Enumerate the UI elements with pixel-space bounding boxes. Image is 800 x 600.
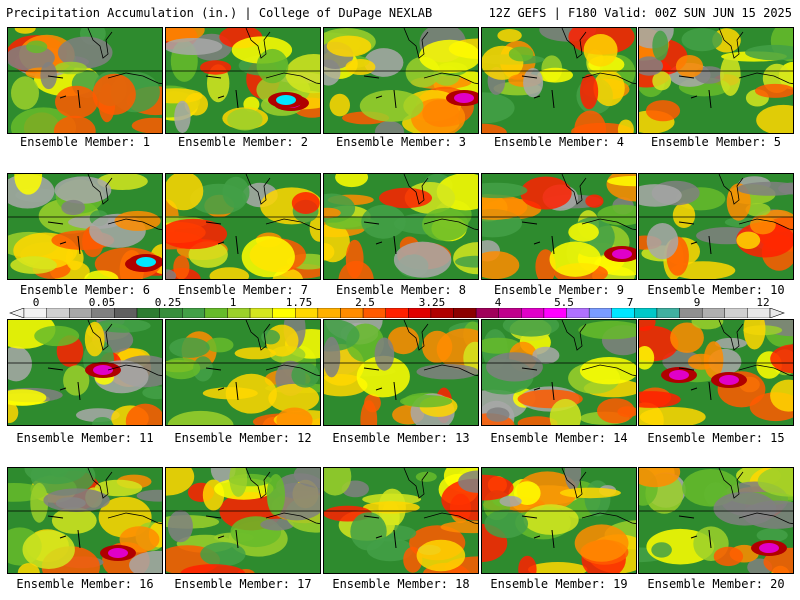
precipitation-colorbar: 0 0.05 0.25 1 1.75 2.5 3.25 4 5.5 7 9 12 bbox=[0, 296, 800, 320]
ensemble-member-9-map bbox=[481, 173, 637, 280]
ensemble-member-label: Ensemble Member: 4 bbox=[493, 135, 625, 149]
model-valid-time: 12Z GEFS | F180 Valid: 00Z SUN JUN 15 20… bbox=[488, 6, 792, 20]
colorbar-swatches bbox=[9, 308, 785, 318]
colorbar-tick-label: 7 bbox=[626, 296, 634, 309]
ensemble-member-label: Ensemble Member: 13 bbox=[332, 431, 470, 445]
ensemble-member-label: Ensemble Member: 20 bbox=[647, 577, 785, 591]
colorbar-tick-label: 1 bbox=[229, 296, 237, 309]
ensemble-member-label: Ensemble Member: 1 bbox=[19, 135, 151, 149]
colorbar-tick-label: 1.75 bbox=[285, 296, 313, 309]
ensemble-member-14-map bbox=[481, 319, 637, 426]
ensemble-member-label: Ensemble Member: 9 bbox=[493, 283, 625, 297]
ensemble-member-label: Ensemble Member: 10 bbox=[647, 283, 785, 297]
ensemble-member-1-map bbox=[7, 27, 163, 134]
ensemble-member-label: Ensemble Member: 2 bbox=[177, 135, 309, 149]
ensemble-member-label: Ensemble Member: 5 bbox=[650, 135, 782, 149]
ensemble-member-label: Ensemble Member: 18 bbox=[332, 577, 470, 591]
ensemble-member-11-map bbox=[7, 319, 163, 426]
colorbar-tick-label: 3.25 bbox=[418, 296, 446, 309]
ensemble-member-label: Ensemble Member: 16 bbox=[16, 577, 154, 591]
ensemble-member-10-map bbox=[638, 173, 794, 280]
ensemble-member-label: Ensemble Member: 11 bbox=[16, 431, 154, 445]
colorbar-tick-label: 5.5 bbox=[554, 296, 574, 309]
colorbar-tick-label: 0 bbox=[32, 296, 40, 309]
ensemble-member-17-map bbox=[165, 467, 321, 574]
colorbar-tick-label: 4 bbox=[494, 296, 502, 309]
ensemble-member-15-map bbox=[638, 319, 794, 426]
colorbar-tick-label: 0.05 bbox=[88, 296, 116, 309]
ensemble-member-7-map bbox=[165, 173, 321, 280]
map-title: Precipitation Accumulation (in.) | Colle… bbox=[6, 6, 433, 20]
ensemble-member-label: Ensemble Member: 6 bbox=[19, 283, 151, 297]
ensemble-member-label: Ensemble Member: 17 bbox=[174, 577, 312, 591]
ensemble-member-19-map bbox=[481, 467, 637, 574]
ensemble-member-5-map bbox=[638, 27, 794, 134]
ensemble-member-label: Ensemble Member: 7 bbox=[177, 283, 309, 297]
colorbar-tick-label: 12 bbox=[756, 296, 770, 309]
colorbar-tick-label: 2.5 bbox=[355, 296, 375, 309]
ensemble-member-18-map bbox=[323, 467, 479, 574]
ensemble-member-label: Ensemble Member: 3 bbox=[335, 135, 467, 149]
ensemble-member-20-map bbox=[638, 467, 794, 574]
ensemble-member-12-map bbox=[165, 319, 321, 426]
colorbar-tick-label: 0.25 bbox=[154, 296, 182, 309]
ensemble-member-13-map bbox=[323, 319, 479, 426]
ensemble-member-label: Ensemble Member: 19 bbox=[490, 577, 628, 591]
ensemble-member-16-map bbox=[7, 467, 163, 574]
ensemble-member-label: Ensemble Member: 8 bbox=[335, 283, 467, 297]
ensemble-member-4-map bbox=[481, 27, 637, 134]
ensemble-member-3-map bbox=[323, 27, 479, 134]
ensemble-member-6-map bbox=[7, 173, 163, 280]
ensemble-member-label: Ensemble Member: 15 bbox=[647, 431, 785, 445]
ensemble-member-2-map bbox=[165, 27, 321, 134]
ensemble-member-label: Ensemble Member: 14 bbox=[490, 431, 628, 445]
ensemble-member-label: Ensemble Member: 12 bbox=[174, 431, 312, 445]
ensemble-member-8-map bbox=[323, 173, 479, 280]
colorbar-tick-label: 9 bbox=[693, 296, 701, 309]
